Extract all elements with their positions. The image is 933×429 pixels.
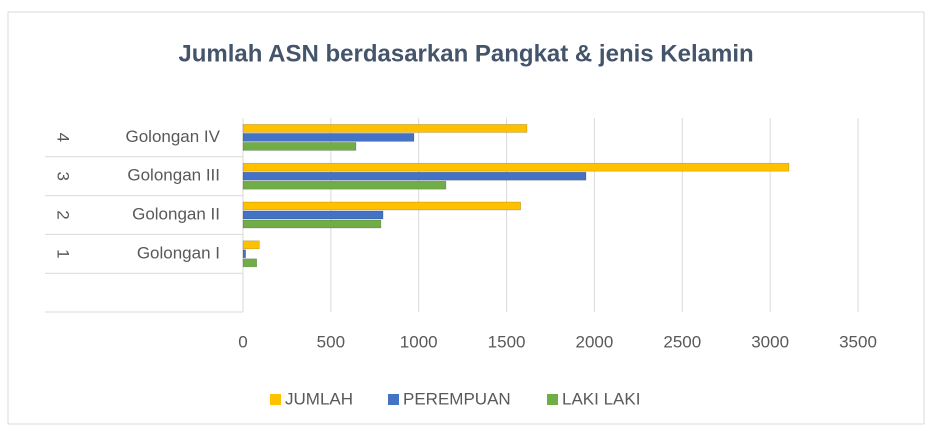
x-tick-label: 500	[317, 332, 345, 351]
legend-swatch	[270, 394, 281, 405]
bar	[242, 171, 587, 181]
x-tick-label: 2000	[576, 332, 614, 351]
y-group-label: 2	[54, 210, 73, 219]
y-tick-label: Golongan I	[137, 243, 220, 262]
bar	[242, 162, 790, 172]
y-tick-label: Golongan II	[132, 204, 220, 223]
legend-swatch	[388, 394, 399, 405]
x-tick-label: 3500	[839, 332, 877, 351]
x-tick-label: 3000	[751, 332, 789, 351]
legend-label: JUMLAH	[285, 389, 353, 408]
y-tick-label: Golongan IV	[125, 127, 220, 146]
bar	[242, 240, 260, 250]
bar	[242, 124, 528, 133]
chart-border	[7, 11, 925, 425]
x-tick-label: 2500	[663, 332, 701, 351]
x-tick-label: 1500	[488, 332, 526, 351]
bar	[242, 142, 357, 151]
y-group-label: 3	[54, 171, 73, 180]
x-tick-label: 1000	[400, 332, 438, 351]
legend-swatch	[547, 394, 558, 405]
chart-title: Jumlah ASN berdasarkan Pangkat & jenis K…	[178, 40, 753, 67]
y-group-label: 1	[54, 249, 73, 258]
bar	[242, 219, 382, 229]
legend-label: PEREMPUAN	[403, 389, 511, 408]
legend-label: LAKI LAKI	[562, 389, 640, 408]
bar	[242, 258, 258, 268]
bar	[242, 210, 384, 220]
y-group-label: 4	[54, 133, 73, 142]
bar	[242, 180, 447, 190]
bar	[242, 201, 521, 211]
bar	[242, 133, 415, 142]
bar	[242, 249, 246, 259]
y-tick-label: Golongan III	[127, 166, 220, 185]
x-tick-label: 0	[238, 332, 247, 351]
